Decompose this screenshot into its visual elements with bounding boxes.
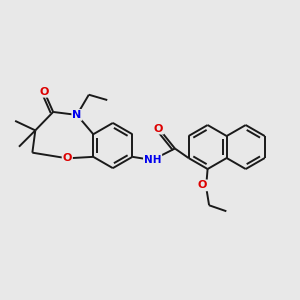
Text: O: O: [154, 124, 163, 134]
Text: O: O: [40, 87, 49, 97]
Text: O: O: [63, 153, 72, 163]
Text: O: O: [198, 180, 207, 190]
Text: N: N: [72, 110, 82, 120]
Text: NH: NH: [144, 155, 161, 165]
